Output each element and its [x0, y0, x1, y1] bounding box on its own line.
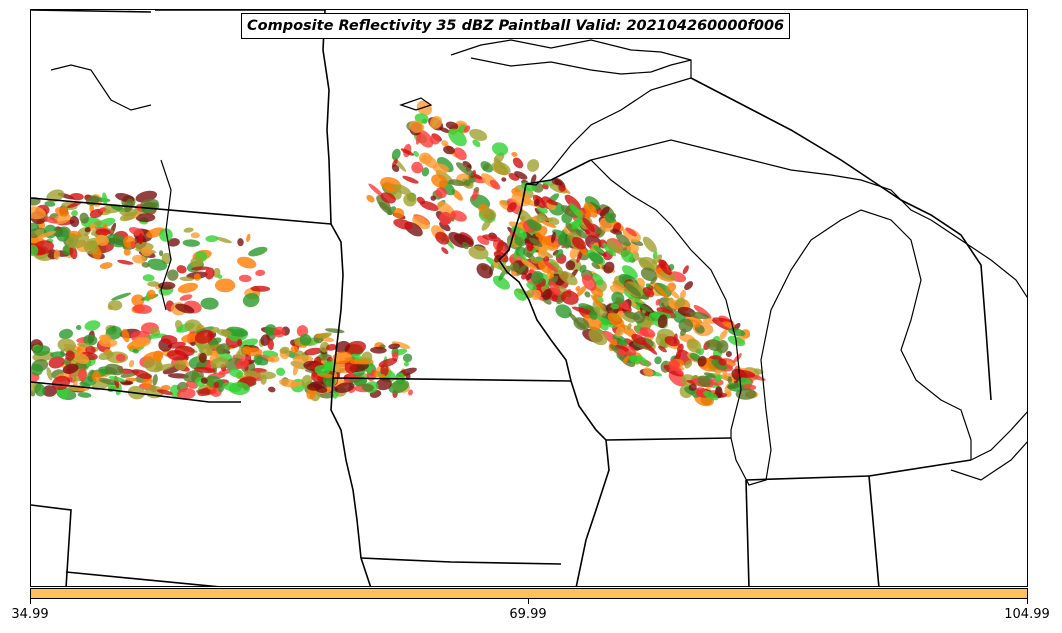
paintball-blob: [143, 274, 155, 282]
paintball-blob: [468, 127, 489, 143]
paintball-blob: [239, 274, 252, 282]
border-oh-mi: [869, 460, 971, 476]
paintball-blob: [117, 259, 134, 266]
paintball-blob: [653, 355, 662, 365]
paintball-blob: [183, 227, 194, 233]
lake-superior-north: [451, 40, 691, 60]
paintball-blob: [237, 238, 244, 247]
paintball-blob: [501, 177, 507, 182]
border-ia-mo: [361, 558, 561, 564]
border-ia-east: [571, 381, 609, 587]
paintball-blob: [128, 359, 135, 368]
border-canada: [31, 10, 325, 12]
lake-erie-south: [951, 440, 1028, 480]
paintball-blob: [83, 319, 101, 333]
paintball-blob: [247, 245, 268, 258]
paintball-blob: [205, 235, 218, 242]
border-mn-west-upper: [323, 10, 331, 224]
paintball-blob: [511, 155, 525, 170]
paintball-blob: [525, 157, 542, 174]
state-borders: [31, 10, 991, 587]
paintball-blob: [390, 147, 402, 160]
paintball-blob: [191, 232, 200, 238]
paintball-blob: [490, 140, 509, 157]
colorbar-tick: [528, 599, 529, 604]
map-title: Composite Reflectivity 35 dBZ Paintball …: [241, 13, 790, 39]
paintball-blob: [99, 261, 113, 270]
border-ne-ks: [66, 572, 231, 587]
colorbar-tick: [1027, 599, 1028, 604]
border-wi-il: [606, 438, 731, 440]
border-ne-west: [31, 505, 71, 587]
paintball-blob: [268, 386, 277, 393]
lake-woods: [51, 65, 151, 110]
border-ia-west: [331, 378, 371, 587]
paintball-blob: [152, 374, 159, 386]
paintball-blob: [111, 291, 132, 302]
border-il-in: [746, 480, 749, 587]
paintball-blob: [365, 193, 376, 204]
paintball-blob: [511, 151, 518, 157]
paintball-blob: [236, 255, 258, 271]
colorbar-tick-label-mid: 69.99: [509, 607, 546, 622]
border-in-mi: [746, 476, 869, 480]
lake-huron-shore: [931, 220, 1028, 300]
border-in-oh: [869, 476, 879, 587]
paintball-blob: [69, 193, 83, 201]
lake-erie-shore: [971, 410, 1028, 460]
paintball-blob: [275, 367, 286, 377]
lake-michigan-east-shore: [731, 210, 971, 485]
paintball-blob: [402, 174, 420, 185]
colorbar-tick-label-max: 104.99: [1004, 607, 1050, 622]
mi-up-shore: [591, 140, 931, 220]
paintball-blob: [77, 392, 91, 399]
paintball-blob: [255, 269, 265, 276]
paintball-blob: [177, 281, 199, 295]
paintball-blob: [403, 353, 413, 362]
paintball-blob: [245, 233, 251, 242]
colorbar: [30, 588, 1028, 599]
paintball-blob: [681, 264, 690, 275]
paintball-blob: [350, 360, 370, 365]
paintball-blob: [200, 297, 219, 310]
map-panel: [30, 9, 1028, 587]
colorbar-tick: [30, 599, 31, 604]
colorbar-tick-label-min: 34.99: [11, 607, 48, 622]
map-canvas: [31, 10, 1028, 587]
paintball-blob: [440, 246, 449, 255]
border-on-mi-top: [691, 78, 991, 400]
paintball-blob: [182, 239, 200, 247]
paintball-blob: [76, 325, 82, 331]
paintball-blob: [215, 279, 235, 293]
paintball-blob: [215, 236, 232, 245]
